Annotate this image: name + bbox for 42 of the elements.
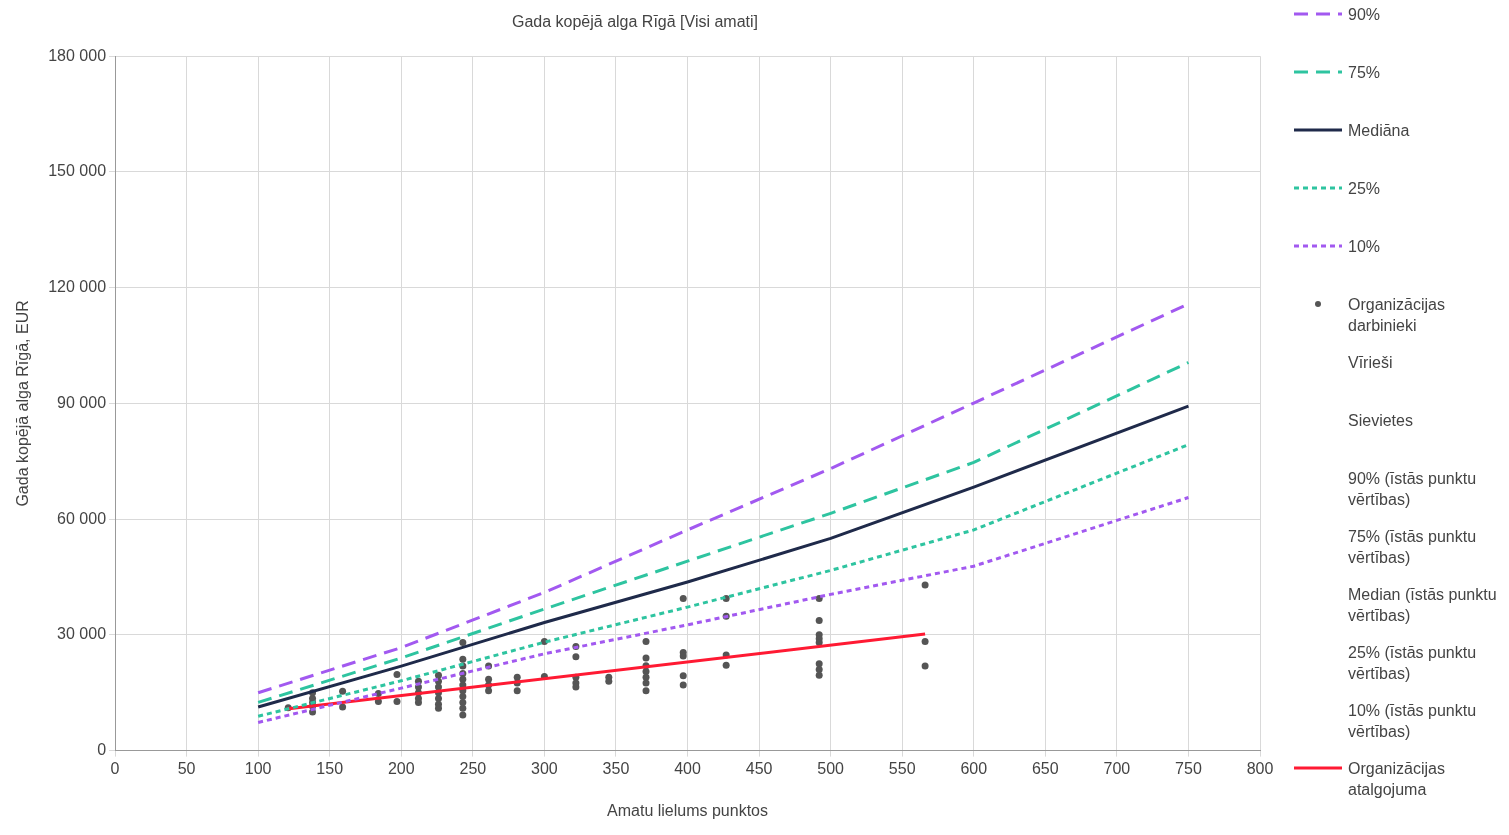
x-tick-label: 650	[1031, 759, 1059, 777]
x-tick-label: 700	[1103, 759, 1131, 777]
legend-label: 10%	[1348, 237, 1381, 257]
legend-label: Mediāna	[1348, 121, 1410, 141]
legend-label: 25%	[1348, 179, 1381, 199]
x-tick-label: 250	[459, 759, 487, 777]
chart-title: Gada kopējā alga Rīgā [Visi amati]	[511, 13, 759, 31]
line-series	[256, 496, 1190, 724]
legend-label: Organizācijas atalgojuma	[1348, 759, 1446, 800]
text: Vīrieši	[1348, 353, 1393, 373]
text: 75% (īstās punktu vērtības)	[1348, 527, 1478, 568]
text: Sievietes	[1348, 411, 1413, 431]
x-tick-label: 300	[531, 759, 558, 777]
text: Median (īstās punktu vērtības)	[1348, 585, 1498, 626]
y-tick-label: 120 000	[48, 278, 107, 296]
y-tick-label: 90 000	[57, 393, 107, 411]
y-tick-label: 60 000	[57, 509, 107, 527]
x-tick-label: 450	[745, 759, 773, 777]
x-axis-title: Amatu lielums punktos	[607, 801, 768, 819]
x-tick-label: 0	[110, 759, 120, 777]
y-tick-label: 0	[97, 741, 107, 759]
x-tick-label: 550	[888, 759, 916, 777]
x-tick-label: 400	[674, 759, 701, 777]
x-tick-label: 200	[387, 759, 415, 777]
y-axis-title: Gada kopējā alga Rīgā, EUR	[14, 300, 32, 507]
y-tick-label: 180 000	[48, 46, 107, 64]
text: 10% (īstās punktu vērtības)	[1348, 701, 1478, 742]
x-tick-label: 50	[177, 759, 196, 777]
x-tick-label: 750	[1175, 759, 1202, 777]
x-tick-label: 150	[316, 759, 344, 777]
y-tick-label: 30 000	[57, 625, 107, 643]
x-tick-label: 600	[960, 759, 988, 777]
legend-label: Organizācijas darbinieki	[1348, 295, 1446, 336]
x-tick-label: 350	[602, 759, 630, 777]
text: 25% (īstās punktu vērtības)	[1348, 643, 1478, 684]
y-tick-label: 150 000	[48, 162, 107, 180]
text: 90% (īstās punktu vērtības)	[1348, 469, 1478, 510]
x-tick-label: 500	[817, 759, 845, 777]
x-tick-label: 800	[1246, 759, 1274, 777]
x-tick-label: 100	[244, 759, 272, 777]
legend-label: 75%	[1348, 63, 1381, 83]
legend-label: 90%	[1348, 5, 1381, 25]
